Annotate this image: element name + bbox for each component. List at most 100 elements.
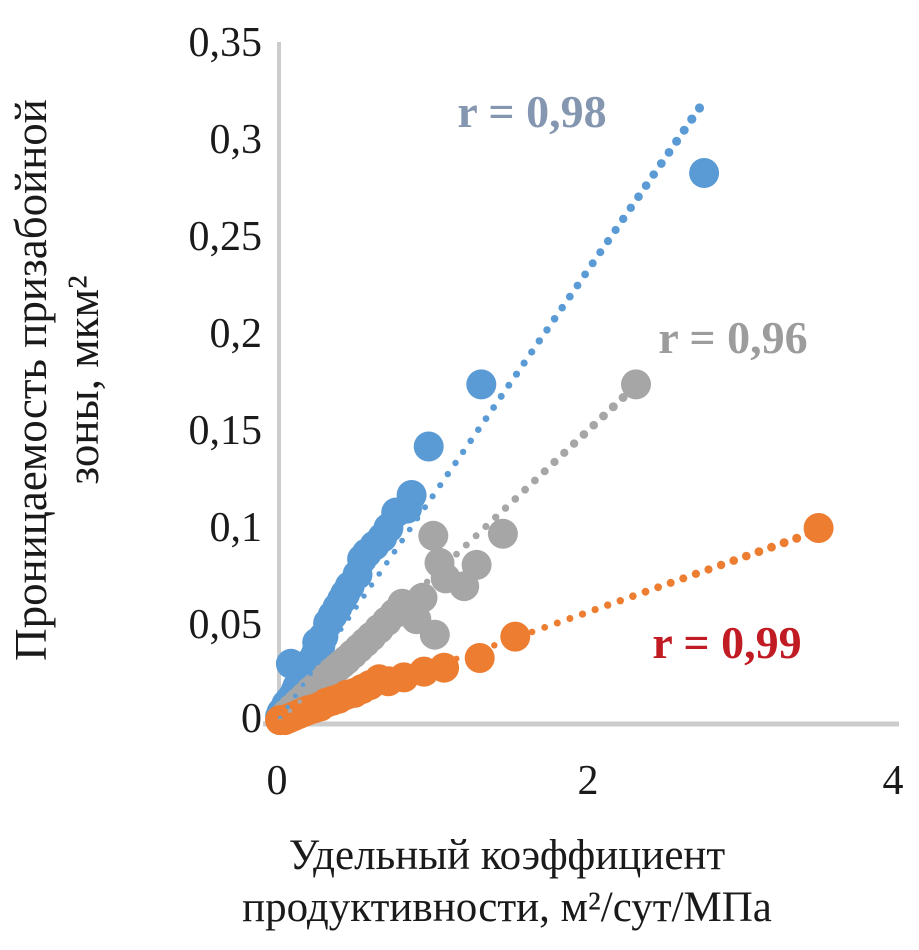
data-point bbox=[679, 574, 688, 583]
y-axis-title-line1: Проницаемость призабойной bbox=[6, 99, 56, 661]
data-point bbox=[804, 529, 814, 539]
data-point bbox=[654, 583, 662, 592]
data-point bbox=[649, 170, 658, 179]
x-axis-title-line1: Удельный коэффициент bbox=[288, 832, 726, 879]
data-point bbox=[376, 571, 383, 577]
data-point bbox=[611, 225, 620, 235]
data-point bbox=[516, 633, 523, 640]
data-point bbox=[729, 556, 738, 565]
y-tick-label: 0,35 bbox=[188, 20, 263, 66]
data-point bbox=[338, 626, 344, 632]
data-point bbox=[629, 592, 637, 600]
data-point bbox=[437, 482, 444, 489]
data-point bbox=[500, 621, 531, 652]
data-point bbox=[290, 714, 296, 719]
data-point bbox=[503, 637, 511, 644]
data-point bbox=[616, 597, 624, 605]
data-point bbox=[323, 649, 329, 655]
data-point bbox=[285, 704, 290, 710]
data-point bbox=[407, 582, 438, 613]
data-point bbox=[553, 619, 561, 627]
x-tick-label: 0 bbox=[266, 758, 288, 804]
data-point bbox=[414, 515, 421, 522]
y-tick-label: 0,25 bbox=[188, 214, 263, 260]
data-point bbox=[578, 610, 587, 618]
data-point bbox=[277, 718, 283, 724]
data-point bbox=[293, 693, 298, 699]
data-point bbox=[803, 513, 834, 543]
y-axis-title: Проницаемость призабойной зоны, мкм² bbox=[5, 0, 109, 770]
data-point bbox=[428, 664, 435, 671]
data-point bbox=[603, 237, 613, 246]
series-orange-points bbox=[265, 513, 834, 736]
data-point bbox=[307, 690, 312, 695]
data-point bbox=[589, 420, 598, 430]
data-point bbox=[566, 615, 574, 622]
data-point bbox=[422, 504, 428, 511]
x-tick-label: 2 bbox=[577, 758, 599, 804]
data-point bbox=[297, 699, 303, 704]
data-point bbox=[336, 662, 342, 668]
data-point bbox=[406, 526, 413, 533]
data-point bbox=[641, 181, 651, 190]
data-point bbox=[441, 660, 447, 666]
data-point bbox=[467, 437, 475, 445]
data-point bbox=[340, 696, 346, 702]
data-point bbox=[573, 281, 582, 290]
data-point bbox=[378, 682, 384, 689]
x-tick-label: 4 bbox=[882, 758, 904, 804]
data-point bbox=[466, 369, 497, 400]
data-point bbox=[550, 315, 559, 323]
data-point bbox=[472, 532, 480, 540]
data-point bbox=[689, 158, 720, 188]
data-point bbox=[531, 476, 539, 485]
data-point bbox=[767, 542, 776, 552]
data-point bbox=[365, 687, 371, 693]
data-point bbox=[619, 214, 628, 224]
data-point bbox=[581, 270, 589, 279]
x-axis-title-line2: продуктивности, м²/сут/МПа bbox=[242, 884, 772, 931]
data-point bbox=[328, 700, 333, 706]
data-point bbox=[487, 518, 518, 549]
data-point bbox=[482, 415, 490, 422]
data-point bbox=[596, 248, 605, 257]
data-point bbox=[385, 615, 391, 622]
data-point bbox=[540, 467, 549, 476]
correlation-label-blue: r = 0,98 bbox=[457, 86, 607, 137]
data-point bbox=[565, 292, 574, 301]
data-point bbox=[368, 582, 375, 588]
data-point bbox=[464, 643, 495, 673]
data-point bbox=[641, 587, 650, 596]
data-point bbox=[664, 148, 674, 157]
data-point bbox=[453, 655, 460, 662]
series-orange-trendline bbox=[277, 529, 814, 724]
series-blue-trendline bbox=[277, 103, 705, 721]
data-point bbox=[512, 370, 521, 378]
data-point bbox=[520, 359, 528, 367]
data-point bbox=[391, 548, 398, 555]
data-point bbox=[687, 114, 697, 124]
data-point bbox=[482, 522, 490, 531]
data-point bbox=[346, 652, 352, 659]
data-point bbox=[497, 392, 505, 400]
data-point bbox=[491, 642, 498, 649]
y-tick-label: 0,1 bbox=[209, 505, 263, 551]
data-point bbox=[452, 459, 459, 467]
data-point bbox=[779, 538, 789, 548]
data-point bbox=[326, 671, 332, 677]
data-point bbox=[521, 485, 529, 494]
data-point bbox=[742, 551, 751, 561]
data-point bbox=[346, 615, 352, 621]
data-point bbox=[443, 560, 451, 567]
data-point bbox=[403, 673, 409, 680]
y-tick-label: 0,15 bbox=[188, 408, 263, 454]
data-point bbox=[543, 326, 551, 334]
data-point bbox=[716, 560, 726, 570]
correlation-label-orange: r = 0,99 bbox=[652, 617, 802, 668]
data-point bbox=[511, 495, 520, 503]
data-point bbox=[461, 549, 492, 580]
data-point bbox=[666, 578, 675, 587]
data-point bbox=[528, 628, 536, 636]
data-point bbox=[466, 651, 473, 658]
